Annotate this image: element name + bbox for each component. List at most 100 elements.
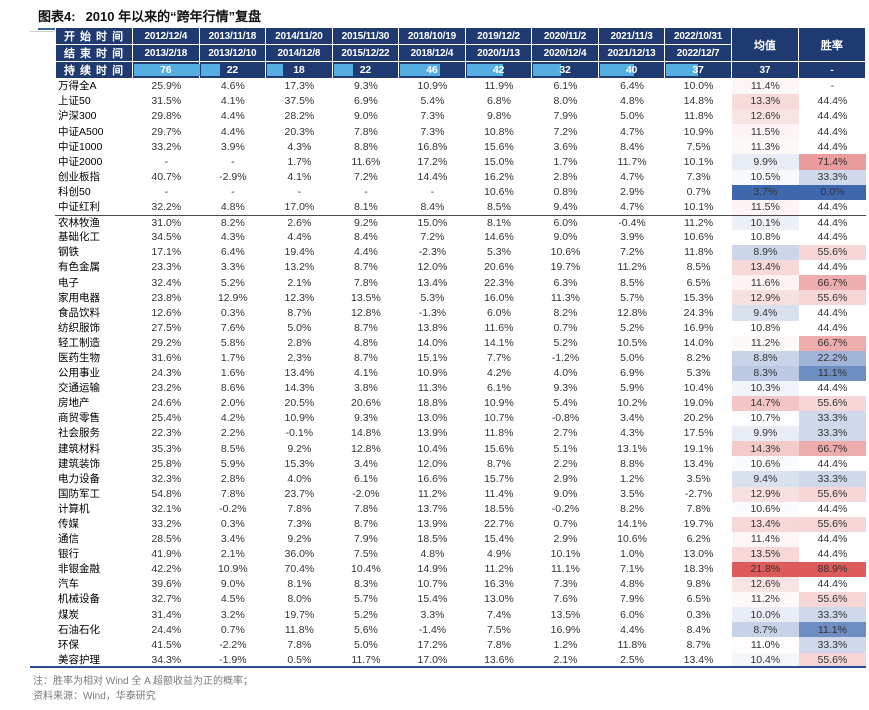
return-cell: 9.8% [487,110,511,123]
start-date-cell: 2015/11/30 [332,27,400,45]
return-cell: 7.8% [686,502,711,515]
return-cell: 28.5% [151,533,182,546]
duration-cell: 22 [199,62,267,79]
return-cell: 8.2% [686,351,711,364]
row-label: 电力设备 [58,472,100,485]
end-date-cell: 2021/12/13 [598,45,666,62]
win-rate-cell: 55.6% [798,516,866,532]
return-cell: 10.4% [417,442,448,455]
return-cell: 13.4% [284,367,315,380]
mean-cell: 8.3% [731,365,799,381]
return-cell: 18.5% [417,533,448,546]
return-cell: 1.2% [620,472,644,485]
return-cell: 5.0% [287,321,312,334]
row-label: 中证红利 [58,201,100,214]
return-cell: 10.9% [417,367,448,380]
return-cell: 7.2% [620,246,644,259]
return-cell: 1.7% [220,351,245,364]
return-cell: 8.8% [353,140,378,153]
return-cell: 11.2% [617,261,647,274]
return-cell: 19.7% [683,518,714,531]
return-cell: 4.0% [553,367,578,380]
return-cell: 5.4% [553,397,578,410]
return-cell: 24.3% [151,367,182,380]
return-cell: 5.0% [620,351,644,364]
return-cell: 13.4% [683,653,714,666]
return-cell: 4.4% [620,623,644,636]
return-cell: 2.1% [220,548,245,561]
win-rate-cell: 44.4% [798,305,866,321]
return-cell: 11.6% [351,155,381,168]
return-cell: 41.5% [151,638,182,651]
return-cell: 9.3% [353,80,378,93]
win-rate-cell: 44.4% [798,229,866,246]
return-cell: -0.2% [551,502,580,515]
return-cell: 8.4% [353,231,378,244]
return-cell: 0.7% [553,518,578,531]
row-label: 中证1000 [58,140,103,153]
win-rate-cell: 11.1% [798,365,866,381]
return-cell: 5.3% [686,367,711,380]
return-cell: 11.7% [351,653,381,666]
return-cell: 19.7% [284,608,315,621]
return-cell: 6.9% [620,367,644,380]
return-cell: 7.3% [420,110,445,123]
return-cell: -1.9% [219,653,247,666]
duration-value: 37 [692,64,704,76]
return-cell: 7.3% [420,125,445,138]
start-date-cell: 2018/10/19 [399,27,466,45]
return-cell: 10.6% [550,246,581,259]
row-label: 银行 [58,548,79,561]
return-cell: 0.7% [553,321,578,334]
table-row: 传媒 33.2% 0.3% 7.3% 8.7% 13.9% 22.7% 0.7% 14.1% 19… [55,516,866,532]
return-cell: 5.0% [620,110,644,123]
table-row: 非银金融 42.2% 10.9% 70.4% 10.4% 14.9% 11.2% 11.1% 7… [55,562,866,578]
return-cell: 4.2% [220,412,245,425]
table-row: 科创50 - - - - - 10.6% 0.8% 2.9% 0.7% 3.7% 0.0% [55,184,866,200]
return-cell: 8.2% [199,214,267,230]
return-cell: 7.4% [487,608,511,621]
mean-cell: 10.7% [731,411,799,427]
win-rate-cell: 66.7% [798,441,866,457]
return-cell: 20.6% [351,397,381,410]
return-cell: 16.6% [417,472,448,485]
return-cell: 11.2% [484,563,514,576]
return-cell: 15.0% [399,214,466,230]
return-cell: 4.3% [620,427,644,440]
return-cell: 13.1% [617,442,647,455]
return-cell: 8.2% [620,502,644,515]
return-cell: - [164,155,169,168]
return-cell: 15.6% [484,140,514,153]
duration-mean-cell: 37 [731,62,799,79]
return-cell: 1.6% [220,367,245,380]
win-rate-cell: 55.6% [798,290,866,306]
return-cell: 12.8% [351,442,381,455]
return-cell: 31.6% [151,351,182,364]
return-cell: 2.8% [220,472,245,485]
return-cell: 3.5% [620,487,644,500]
return-cell: 4.0% [287,472,312,485]
win-rate-cell: 66.7% [798,335,866,351]
table-row: 计算机 32.1% -0.2% 7.8% 7.8% 13.7% 18.5% -0.2% 8.2%… [55,501,866,517]
table-row: 轻工制造 29.2% 5.8% 2.8% 4.8% 14.0% 14.1% 5.2% 10.5%… [55,335,866,351]
start-date-cell: 2022/10/31 [665,27,732,45]
mean-cell: 10.8% [731,320,799,336]
footnotes: 注：胜率为相对 Wind 全 A 超额收益为正的概率； 资料来源：Wind，华泰… [33,674,253,704]
figure-number: 图表4: [38,9,76,24]
return-cell: 2.0% [220,397,245,410]
win-rate-cell: 66.7% [798,275,866,291]
return-cell: 25.8% [151,457,182,470]
return-cell: 6.4% [620,80,644,93]
return-cell: 7.2% [420,231,445,244]
return-cell: 70.4% [284,563,315,576]
return-cell: 8.8% [620,457,644,470]
return-cell: 5.2% [220,276,245,289]
return-cell: 3.9% [620,231,644,244]
return-cell: 8.7% [353,321,378,334]
return-cell: 8.7% [287,306,312,319]
return-cell: 3.3% [220,261,245,274]
table-row: 环保 41.5% -2.2% 7.8% 5.0% 17.2% 7.8% 1.2% 11.8% 8.… [55,637,866,653]
win-rate-cell: 44.4% [798,320,866,336]
return-cell: - [430,185,435,198]
return-cell: 0.3% [220,518,245,531]
